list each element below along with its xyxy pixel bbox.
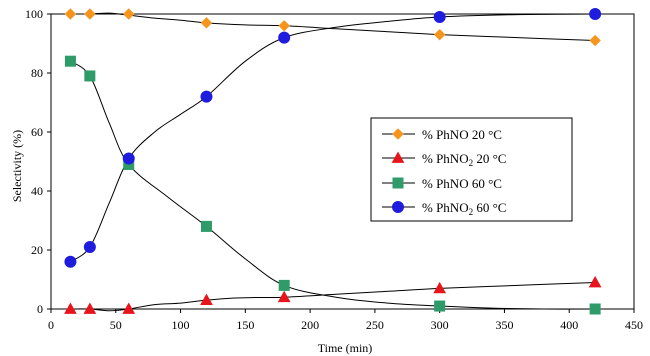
plot-area-frame	[50, 13, 635, 310]
legend-marker-1	[392, 128, 404, 140]
legend-box	[370, 117, 573, 222]
x-tick-label: 200	[301, 318, 319, 332]
series-line-3	[70, 60, 596, 310]
data-point-series-2	[277, 290, 291, 303]
data-point-series-3	[278, 279, 290, 291]
x-tick-label: 50	[110, 318, 122, 332]
x-tick-label: 150	[236, 318, 254, 332]
series-line-1	[70, 12, 596, 42]
data-point-series-1	[589, 34, 601, 47]
x-tick-label: 0	[48, 318, 54, 332]
data-point-series-2	[588, 275, 602, 288]
data-point-series-4	[64, 255, 77, 268]
data-point-series-4	[433, 10, 446, 23]
x-tick-label: 350	[495, 318, 513, 332]
data-point-series-4	[278, 31, 291, 44]
data-point-series-2	[433, 281, 447, 294]
data-point-series-3	[84, 70, 96, 82]
y-tick-label: 40	[31, 184, 43, 198]
y-tick-label: 0	[37, 302, 43, 316]
x-tick-label: 250	[366, 318, 384, 332]
data-point-series-4	[83, 241, 96, 254]
y-axis-title: Selectivity (%)	[10, 130, 24, 202]
legend-label-1: % PhNO 20 °C	[422, 127, 502, 142]
data-point-series-3	[200, 220, 212, 232]
legend-label-4: % PhNO2 60 °C	[422, 200, 506, 217]
data-point-series-2	[122, 302, 136, 314]
tick-labels: 0 50 100 150 200 250 300 350 400 450 0 20 40 60 80 100	[25, 7, 643, 332]
legend-marker-2	[391, 151, 405, 163]
legend-label-2: % PhNO2 20 °C	[422, 151, 506, 168]
y-tick-label: 100	[25, 7, 43, 21]
data-point-series-4	[589, 8, 602, 20]
y-tick-label: 80	[31, 66, 43, 80]
legend-marker-4	[392, 201, 404, 213]
legend-marker-3	[392, 177, 404, 189]
data-point-series-3	[589, 303, 601, 315]
data-point-series-1	[278, 20, 290, 32]
data-point-series-2	[200, 293, 213, 306]
data-point-series-2	[83, 302, 97, 314]
series-markers	[64, 8, 602, 315]
data-point-series-4	[122, 152, 135, 165]
x-tick-label: 300	[431, 318, 449, 332]
y-tick-label: 60	[31, 125, 43, 139]
data-point-series-3	[434, 300, 446, 312]
plot-axes	[47, 13, 635, 313]
x-axis-title: Time (min)	[318, 341, 373, 355]
x-tick-label: 100	[172, 318, 190, 332]
x-tick-label: 400	[560, 318, 578, 332]
data-point-series-1	[200, 17, 213, 29]
data-point-series-1	[433, 28, 446, 41]
data-point-series-1	[123, 8, 135, 20]
data-point-series-4	[200, 90, 213, 103]
data-point-series-1	[64, 8, 77, 20]
data-point-series-2	[64, 302, 77, 314]
x-tick-label: 450	[625, 318, 643, 332]
legend-label-3: % PhNO 60 °C	[422, 176, 502, 191]
data-point-series-3	[64, 55, 76, 67]
data-point-series-1	[84, 8, 96, 20]
series-line-2	[70, 281, 596, 312]
y-tick-label: 20	[31, 243, 43, 257]
legend: % PhNO 20 °C % PhNO2 20 °C % PhNO 60 °C % P…	[370, 117, 573, 222]
